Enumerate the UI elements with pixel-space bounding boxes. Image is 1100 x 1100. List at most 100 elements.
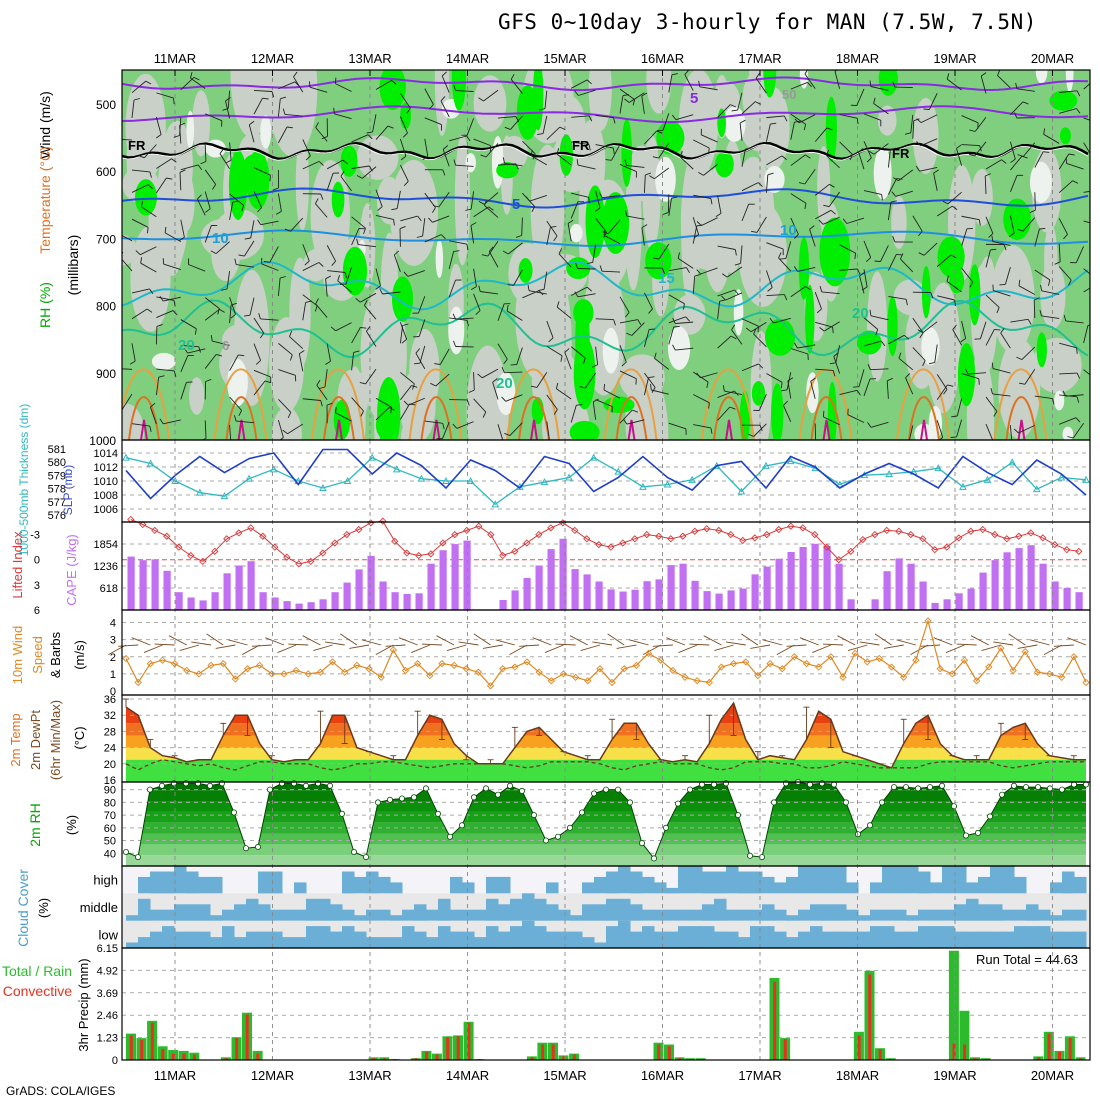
upper-ytick-label: 1000	[89, 434, 116, 448]
precip-conv-bar	[1068, 1038, 1072, 1060]
rh-marker	[579, 809, 586, 816]
wind-barb-flag	[721, 273, 728, 278]
wind-barb	[595, 114, 614, 119]
wind-barb	[399, 164, 409, 182]
rh-driest-patch	[260, 115, 272, 149]
cloud-bar	[138, 898, 151, 921]
wind-barb-flag	[468, 389, 475, 393]
wind-barb-flag	[916, 118, 922, 123]
cloud-bar	[414, 904, 427, 921]
rh-moist-patch	[340, 145, 358, 177]
wind-barb-flag	[706, 381, 709, 388]
precip-conv-bar	[1079, 1058, 1083, 1060]
upper-ytick-label: 700	[96, 232, 116, 246]
wind-barb	[442, 149, 450, 167]
rh-marker	[158, 782, 165, 789]
panels	[108, 448, 1090, 1060]
precip-conv-bar	[224, 1058, 228, 1060]
li-line	[130, 519, 1079, 565]
wind-barb-flag	[583, 357, 586, 364]
wind-barb-flag	[783, 294, 788, 301]
wind-barb	[809, 229, 816, 247]
wind-barb	[375, 407, 390, 421]
cloud-bar	[210, 876, 223, 894]
wind-barb-flag	[918, 252, 925, 256]
wind-barb	[778, 257, 792, 272]
wind-barb	[335, 83, 352, 92]
thickness-marker	[737, 487, 746, 495]
li-marker	[391, 537, 399, 545]
wind-barb	[260, 220, 279, 226]
wind-barb	[814, 127, 828, 142]
wind-barb-flag	[230, 313, 236, 319]
precip-conv-bar	[414, 1058, 418, 1060]
rh-marker	[434, 810, 441, 817]
date-label-top: 11MAR	[154, 51, 196, 66]
wind-barb	[204, 354, 217, 369]
wind-barb	[595, 144, 614, 149]
wind-barb	[122, 393, 133, 410]
cape-bar	[139, 560, 147, 610]
wind-barb	[449, 240, 467, 245]
li-marker	[847, 547, 855, 555]
wind-barb-flag	[809, 225, 815, 230]
wind-barb-flag	[708, 402, 710, 409]
wind-barb-flag	[969, 129, 976, 132]
wind-barb	[484, 205, 499, 218]
rh-moist-patch	[391, 276, 414, 322]
wind-barb-flag	[867, 422, 872, 428]
wind-barb-flag	[432, 207, 436, 213]
thickness-tick-label: 576	[48, 510, 66, 522]
wind-barb	[693, 194, 711, 199]
wind-barb	[658, 243, 670, 260]
wind-barb	[543, 271, 548, 290]
wind-barb	[229, 304, 232, 324]
li-marker	[1027, 529, 1035, 537]
wind-barb	[570, 79, 588, 89]
left-title-svg: Wind (m/s) Temperature (°C) RH (%) (mill…	[2, 91, 91, 1051]
wind-barb	[480, 291, 499, 295]
wind-barb	[577, 164, 596, 170]
wind-barb	[692, 276, 696, 295]
wind-barb-flag	[422, 156, 429, 160]
wind-barb-flag	[1034, 297, 1040, 301]
wind-barb	[644, 130, 658, 145]
wind-barb	[619, 296, 630, 313]
wind-barb	[188, 264, 206, 272]
cloud-bar	[894, 866, 907, 894]
isotherm-25	[506, 368, 560, 440]
wind-barb	[497, 343, 508, 360]
wind-barb	[619, 345, 627, 363]
cloud-bar	[318, 926, 331, 948]
wind-barb	[741, 318, 759, 327]
precip-label-1: Total / Rain	[2, 963, 72, 979]
precip-conv-bar	[1036, 1057, 1040, 1060]
rh-moist-patch	[751, 381, 766, 406]
rh-marker	[543, 837, 550, 844]
li-marker	[883, 526, 891, 535]
wind-barb-flag	[978, 219, 981, 226]
precip-conv-bar	[193, 1054, 196, 1060]
cloud-bar	[606, 926, 619, 948]
wind-barb	[546, 320, 554, 338]
cloud-bar	[342, 909, 355, 921]
wind-barb	[643, 292, 653, 310]
li-marker	[1015, 532, 1023, 540]
wind-barb-flag	[822, 410, 825, 417]
wind-barb-flag	[1022, 101, 1029, 105]
wind-barb	[155, 326, 158, 345]
wind-barb-surface	[607, 633, 625, 646]
rh-marker	[867, 822, 874, 829]
isotherm-30	[810, 396, 843, 440]
li-marker	[211, 547, 219, 555]
wind-barb-flag	[892, 81, 896, 88]
wind-barb-flag	[804, 203, 807, 210]
li-marker	[523, 539, 531, 547]
wind-barb	[556, 306, 572, 319]
wind-barb-flag	[985, 173, 991, 177]
wind-barb-flag	[999, 283, 1006, 286]
wind-barb-flag	[730, 104, 736, 108]
wind-barb	[455, 317, 474, 320]
cloud-bar	[498, 904, 511, 921]
